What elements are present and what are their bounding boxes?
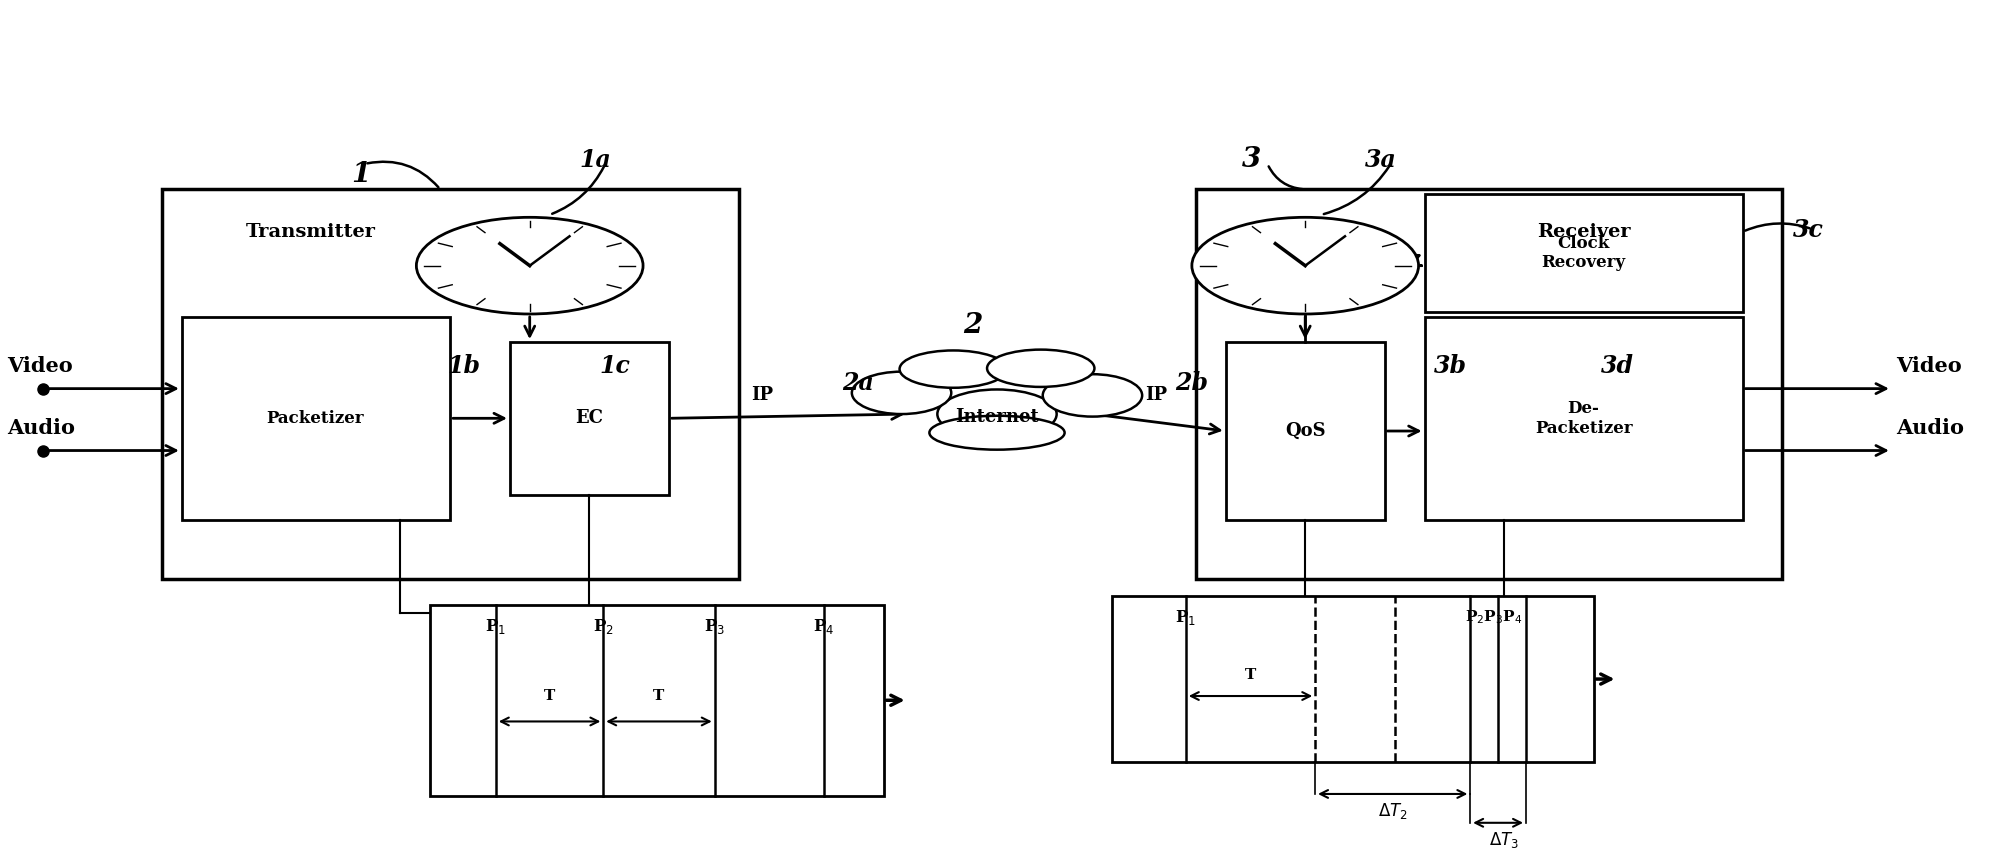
Text: P$_1$: P$_1$: [485, 616, 506, 635]
FancyBboxPatch shape: [1113, 597, 1593, 762]
Text: T: T: [654, 689, 664, 703]
Text: P$_1$: P$_1$: [1174, 608, 1196, 627]
Ellipse shape: [937, 390, 1057, 439]
Text: 1: 1: [351, 161, 371, 187]
FancyBboxPatch shape: [1226, 342, 1384, 520]
FancyBboxPatch shape: [181, 316, 451, 520]
Text: 2a: 2a: [841, 371, 873, 395]
Text: 3d: 3d: [1601, 354, 1633, 378]
Text: QoS: QoS: [1284, 422, 1326, 440]
Ellipse shape: [851, 372, 951, 414]
Text: Receiver: Receiver: [1537, 223, 1631, 241]
Text: 1c: 1c: [600, 354, 630, 378]
Text: P$_4$: P$_4$: [814, 616, 835, 635]
Text: P$_2$P$_3$P$_4$: P$_2$P$_3$P$_4$: [1466, 609, 1523, 627]
FancyBboxPatch shape: [431, 604, 883, 796]
Text: Audio: Audio: [6, 418, 74, 439]
Text: P$_2$: P$_2$: [592, 616, 614, 635]
Text: Clock
Recovery: Clock Recovery: [1541, 234, 1625, 271]
FancyBboxPatch shape: [1424, 193, 1743, 312]
FancyBboxPatch shape: [162, 189, 738, 580]
Text: Video: Video: [1896, 356, 1962, 375]
Ellipse shape: [1043, 374, 1143, 416]
Text: 1b: 1b: [447, 354, 481, 378]
Text: T: T: [1244, 668, 1256, 681]
Text: 2: 2: [963, 311, 983, 339]
Text: T: T: [544, 689, 554, 703]
Text: Packetizer: Packetizer: [265, 410, 363, 427]
Text: Audio: Audio: [1896, 418, 1964, 439]
Text: Internet: Internet: [955, 408, 1039, 426]
FancyBboxPatch shape: [1424, 316, 1743, 520]
Text: 3c: 3c: [1793, 218, 1825, 242]
Text: $\Delta T_2$: $\Delta T_2$: [1378, 801, 1408, 821]
Circle shape: [417, 217, 642, 314]
Text: Video: Video: [6, 356, 72, 375]
FancyBboxPatch shape: [510, 342, 668, 495]
Text: 2b: 2b: [1174, 371, 1208, 395]
Text: 3: 3: [1242, 146, 1260, 174]
Text: 3a: 3a: [1366, 148, 1396, 172]
Text: IP: IP: [1145, 386, 1166, 404]
Text: EC: EC: [576, 410, 604, 428]
Ellipse shape: [929, 416, 1065, 450]
Text: Transmitter: Transmitter: [245, 223, 377, 241]
Ellipse shape: [899, 351, 1007, 388]
Text: IP: IP: [752, 386, 774, 404]
Text: $\Delta T_3$: $\Delta T_3$: [1490, 829, 1519, 850]
Circle shape: [1192, 217, 1418, 314]
Text: 3b: 3b: [1434, 354, 1468, 378]
Text: 1a: 1a: [580, 148, 612, 172]
Text: De-
Packetizer: De- Packetizer: [1535, 400, 1633, 437]
FancyBboxPatch shape: [1196, 189, 1783, 580]
Ellipse shape: [987, 350, 1095, 387]
Text: P$_3$: P$_3$: [704, 616, 726, 635]
